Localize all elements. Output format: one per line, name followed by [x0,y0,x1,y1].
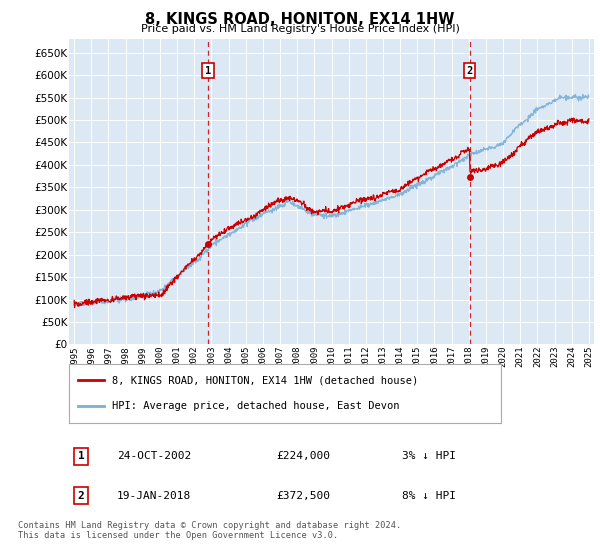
Text: 8% ↓ HPI: 8% ↓ HPI [402,491,456,501]
Text: 1: 1 [205,66,211,76]
Text: 8, KINGS ROAD, HONITON, EX14 1HW: 8, KINGS ROAD, HONITON, EX14 1HW [145,12,455,27]
Text: £224,000: £224,000 [276,451,330,461]
Text: Contains HM Land Registry data © Crown copyright and database right 2024.
This d: Contains HM Land Registry data © Crown c… [18,521,401,540]
Text: HPI: Average price, detached house, East Devon: HPI: Average price, detached house, East… [112,402,400,412]
Text: 24-OCT-2002: 24-OCT-2002 [117,451,191,461]
Text: Price paid vs. HM Land Registry's House Price Index (HPI): Price paid vs. HM Land Registry's House … [140,24,460,34]
Text: 2: 2 [466,66,473,76]
Text: 1: 1 [77,451,85,461]
Text: 8, KINGS ROAD, HONITON, EX14 1HW (detached house): 8, KINGS ROAD, HONITON, EX14 1HW (detach… [112,375,418,385]
Text: 3% ↓ HPI: 3% ↓ HPI [402,451,456,461]
Text: 2: 2 [77,491,85,501]
Text: £372,500: £372,500 [276,491,330,501]
Text: 19-JAN-2018: 19-JAN-2018 [117,491,191,501]
